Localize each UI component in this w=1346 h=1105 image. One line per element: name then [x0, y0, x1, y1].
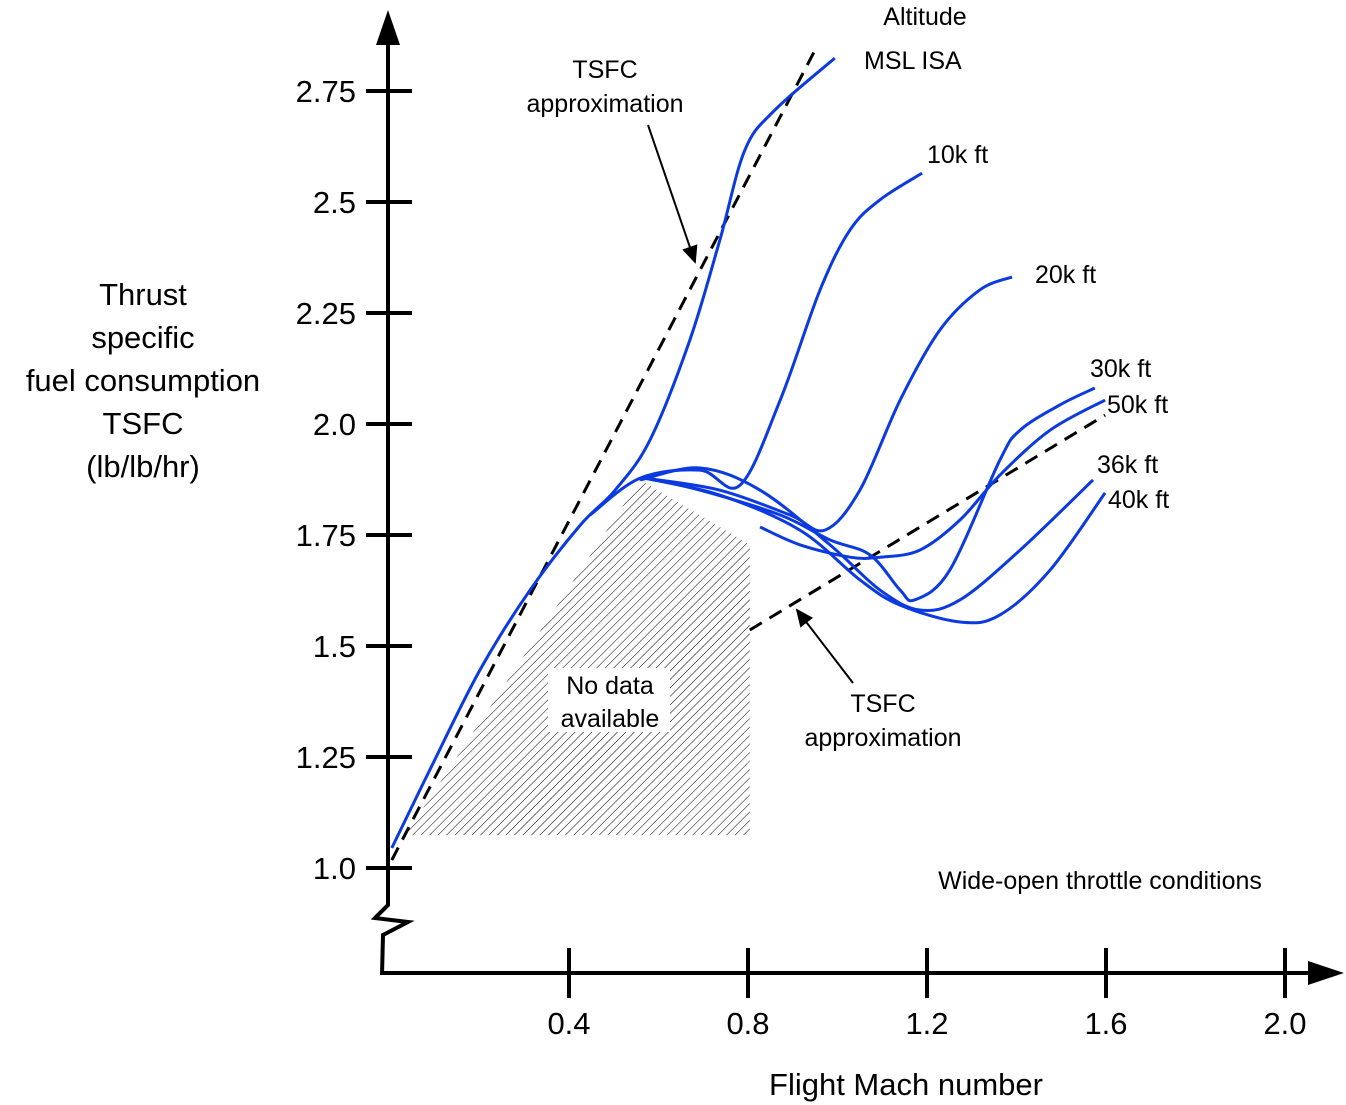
series-label: 50k ft	[1107, 391, 1168, 419]
conditions-annotation: Wide-open throttle conditions	[938, 867, 1262, 895]
series-label: MSL ISA	[864, 47, 962, 75]
approx-arrow-2	[795, 608, 854, 684]
tsfc-approximation-line	[390, 44, 820, 861]
series-label: 36k ft	[1097, 451, 1158, 479]
series-line	[644, 275, 1013, 533]
y-tick-label: 2.5	[313, 185, 356, 220]
axes	[370, 10, 1344, 985]
no-data-label: No data available	[561, 672, 660, 733]
y-tick-label: 2.25	[296, 296, 356, 331]
x-axis-arrow	[1308, 961, 1344, 985]
y-tick-label: 2.75	[296, 74, 356, 109]
series-label: 30k ft	[1090, 355, 1151, 383]
y-tick-label: 2.0	[313, 407, 356, 442]
y-tick-label: 1.0	[313, 851, 356, 886]
x-tick-label: 2.0	[1263, 1006, 1306, 1041]
y-axis-arrow	[376, 10, 400, 45]
x-axis-label: Flight Mach number	[769, 1067, 1043, 1102]
series-line	[644, 386, 1096, 603]
y-axis	[370, 30, 415, 976]
series-line	[390, 57, 836, 849]
no-data-label-bg	[548, 668, 670, 732]
no-data-region	[405, 479, 750, 836]
y-axis-label: Thrust specific fuel consumption TSFC (lb/lb…	[26, 277, 260, 484]
x-tick-label: 0.8	[726, 1006, 769, 1041]
x-tick-label: 0.4	[547, 1006, 590, 1041]
tsfc-approximation-line	[749, 413, 1106, 632]
y-tick-label: 1.25	[296, 740, 356, 775]
x-tick-label: 1.2	[905, 1006, 948, 1041]
approx-arrow-1	[647, 124, 698, 264]
x-tick-label: 1.6	[1084, 1006, 1127, 1041]
series-line	[644, 476, 1107, 625]
approximation-label: TSFC approximation	[804, 690, 961, 752]
series-label: 20k ft	[1035, 261, 1096, 289]
series-label: 10k ft	[927, 141, 988, 169]
series-label: 40k ft	[1108, 486, 1169, 514]
series-line	[759, 398, 1106, 560]
legend-title: Altitude	[883, 3, 966, 31]
approximation-label: TSFC approximation	[526, 56, 683, 118]
y-tick-label: 1.5	[313, 629, 356, 664]
y-tick-label: 1.75	[296, 518, 356, 553]
series-line	[639, 466, 1095, 613]
